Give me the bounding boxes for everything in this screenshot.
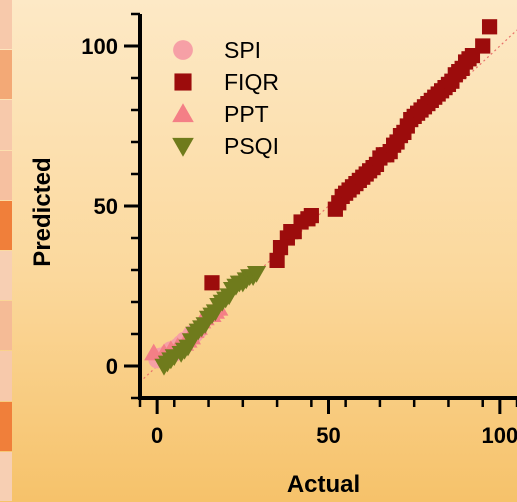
y-tick-label: 50 (94, 194, 118, 219)
data-point (269, 252, 285, 268)
y-axis-title: Predicted (29, 157, 56, 266)
legend-label: FIQR (224, 69, 279, 95)
legend-item-spi: SPI (173, 37, 261, 63)
legend-label: PSQI (224, 133, 279, 159)
strip-segment (0, 401, 12, 451)
legend-item-psqi: PSQI (172, 133, 279, 159)
data-point (475, 38, 491, 54)
legend-label: SPI (224, 37, 261, 63)
strip-segment (0, 200, 12, 250)
data-point (481, 19, 498, 35)
strip-segment (0, 0, 12, 50)
legend-item-fiqr: FIQR (174, 69, 279, 95)
strip-segment (0, 251, 12, 301)
strip-segment (0, 100, 12, 150)
y-tick-label: 100 (81, 34, 118, 59)
legend-marker (172, 137, 194, 157)
legend-label: PPT (224, 101, 269, 127)
strip-segment (0, 50, 12, 100)
data-point (246, 266, 267, 283)
x-tick-label: 0 (151, 423, 163, 448)
side-color-strip (0, 0, 12, 502)
legend-marker (172, 103, 194, 123)
y-tick-label: 0 (106, 354, 118, 379)
data-point (204, 275, 220, 291)
legend-marker (173, 40, 193, 60)
legend-marker (174, 73, 192, 91)
data-point (303, 208, 319, 224)
strip-segment (0, 301, 12, 351)
series-psqi (154, 266, 267, 376)
x-tick-label: 100 (482, 423, 517, 448)
series-fiqr (204, 19, 498, 291)
strip-segment (0, 451, 12, 501)
legend-item-ppt: PPT (172, 101, 269, 127)
x-axis-title: Actual (287, 471, 360, 498)
x-tick-label: 50 (316, 423, 340, 448)
strip-segment (0, 150, 12, 200)
strip-segment (0, 351, 12, 401)
